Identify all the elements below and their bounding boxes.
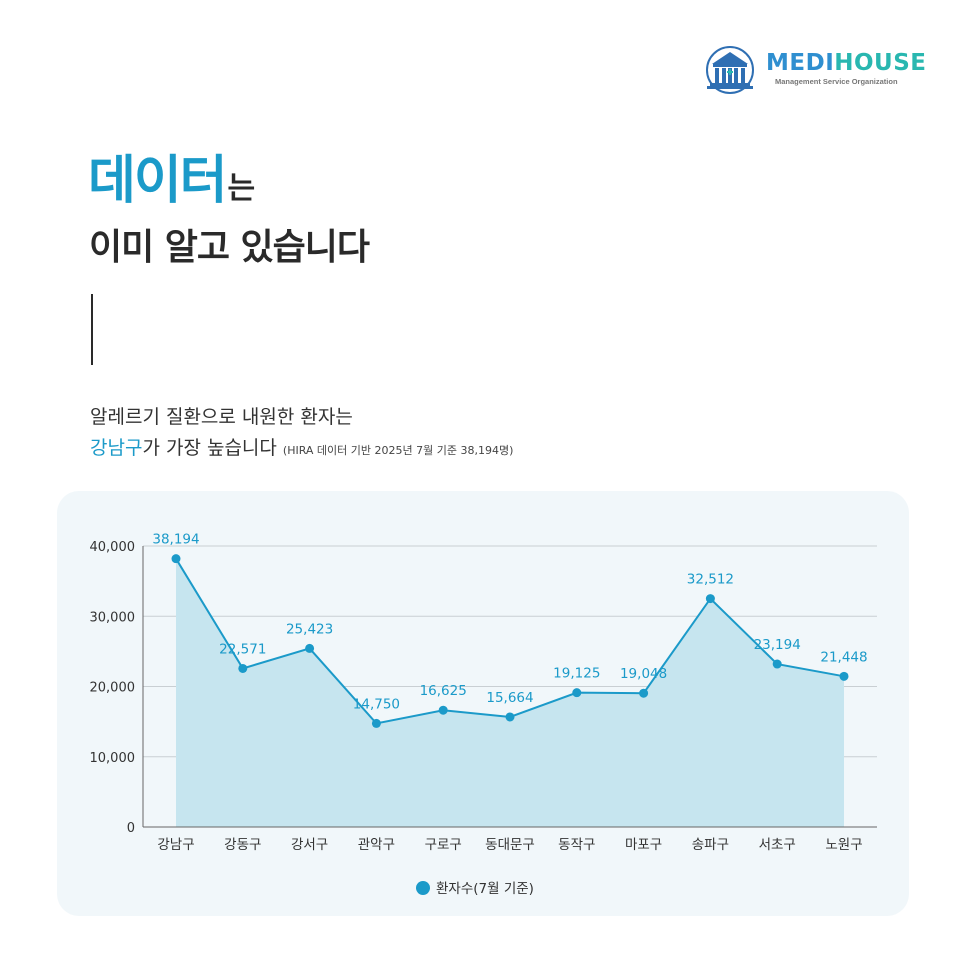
- data-point: [238, 663, 248, 673]
- brand-logo: MEDIHOUSE Management Service Organizatio…: [703, 46, 926, 94]
- data-label: 19,125: [553, 666, 600, 682]
- x-tick-label: 관악구: [358, 837, 395, 853]
- data-point: [839, 671, 849, 681]
- data-point: [639, 688, 649, 698]
- data-point: [171, 554, 181, 564]
- y-tick-label: 20,000: [90, 681, 136, 696]
- legend-marker: [416, 881, 430, 895]
- data-point: [438, 705, 448, 715]
- data-labels: 38,194 22,571 25,423 14,750 16,625 15,664 19,1…: [152, 532, 867, 713]
- chart-legend: 환자수(7월 기준): [416, 877, 534, 897]
- x-tick-labels: 강남구 강동구 강서구 관악구 구로구 동대문구 동작구 마포구 송파구 서초구 노원구: [157, 837, 862, 853]
- data-label: 16,625: [420, 683, 467, 699]
- description-note: (HIRA 데이터 기반 2025년 7월 기준 38,194명): [282, 444, 514, 457]
- area-fill: [176, 558, 844, 827]
- description-highlight: 강남구: [90, 437, 143, 459]
- headline-line2: 이미 알고 있습니다: [89, 227, 370, 268]
- data-point: [371, 718, 381, 728]
- data-label: 14,750: [353, 696, 400, 712]
- data-label: 22,571: [219, 641, 266, 657]
- x-tick-label: 강동구: [224, 837, 261, 853]
- divider-line: [91, 294, 93, 365]
- data-point: [305, 643, 315, 653]
- y-tick-label: 40,000: [90, 540, 136, 555]
- x-tick-label: 강남구: [157, 837, 194, 853]
- x-tick-label: 마포구: [625, 837, 662, 853]
- description-line2: 강남구가 가장 높습니다 (HIRA 데이터 기반 2025년 7월 기준 38,…: [90, 433, 513, 460]
- data-label: 19,048: [620, 666, 667, 682]
- x-tick-label: 구로구: [425, 837, 462, 853]
- y-tick-label: 0: [127, 821, 135, 836]
- data-label: 21,448: [820, 649, 867, 665]
- data-point: [705, 594, 715, 604]
- y-tick-label: 10,000: [90, 751, 136, 766]
- x-tick-label: 강서구: [291, 837, 328, 853]
- data-point: [572, 688, 582, 698]
- y-tick-labels: 0 10,000 20,000 30,000 40,000: [90, 540, 136, 836]
- description-line2-rest: 가 가장 높습니다: [142, 437, 277, 459]
- data-label: 32,512: [687, 572, 734, 588]
- headline-accent: 데이터: [88, 151, 228, 211]
- data-label: 38,194: [152, 532, 199, 548]
- brand-name: MEDIHOUSE: [766, 50, 927, 76]
- headline-line1: 데이터는: [88, 138, 255, 213]
- data-label: 23,194: [754, 637, 801, 653]
- data-point: [505, 712, 515, 722]
- headline-rest: 는: [227, 171, 256, 206]
- data-label: 25,423: [286, 621, 333, 637]
- legend-label: 환자수(7월 기준): [436, 881, 534, 897]
- y-tick-label: 30,000: [90, 610, 136, 625]
- x-tick-label: 노원구: [825, 837, 862, 853]
- x-tick-label: 송파구: [692, 837, 729, 853]
- description-line1: 알레르기 질환으로 내원한 환자는: [90, 406, 353, 428]
- data-points: [171, 554, 849, 728]
- data-point: [772, 659, 782, 669]
- data-label: 15,664: [486, 690, 533, 706]
- x-tick-label: 동작구: [558, 837, 595, 853]
- x-tick-label: 서초구: [759, 837, 796, 853]
- building-icon: [706, 46, 754, 94]
- x-tick-label: 동대문구: [485, 837, 535, 853]
- brand-tagline: Management Service Organization: [775, 77, 898, 86]
